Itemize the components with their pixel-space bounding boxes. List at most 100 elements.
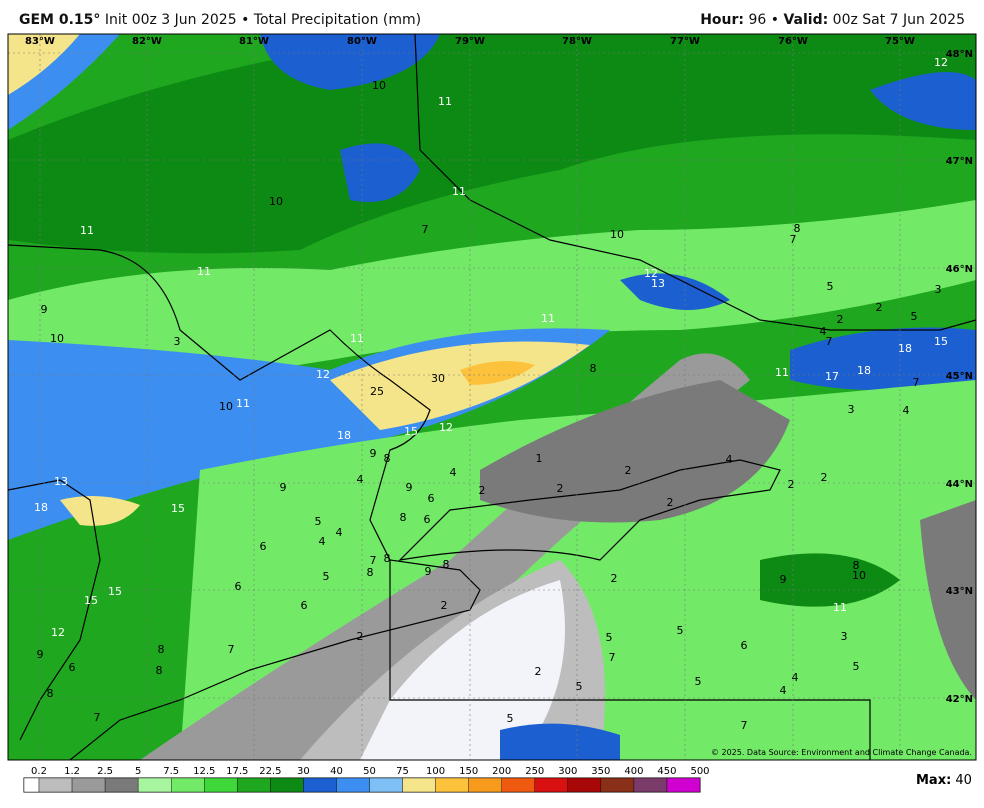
- contour-label: 9: [37, 648, 44, 661]
- hour-label: Hour:: [700, 12, 745, 28]
- contour-label: 2: [837, 313, 844, 326]
- legend-swatch: [71, 777, 106, 793]
- contour-label: 5: [315, 515, 322, 528]
- lon-label: 81°W: [239, 36, 269, 47]
- lat-label: 47°N: [946, 156, 973, 167]
- contour-label: 11: [80, 224, 94, 237]
- contour-label: 3: [848, 403, 855, 416]
- contour-label: 18: [34, 501, 48, 514]
- max: Max: 40: [916, 773, 972, 788]
- valid: 00z Sat 7 Jun 2025: [832, 12, 965, 28]
- contour-label: 8: [590, 362, 597, 375]
- contour-label: 11: [438, 95, 452, 108]
- legend-swatch: [137, 777, 172, 793]
- contour-label: 6: [69, 661, 76, 674]
- legend-tick-label: 12.5: [193, 766, 215, 777]
- sep: •: [770, 12, 780, 28]
- contour-label: 11: [541, 312, 555, 325]
- contour-label: 15: [404, 425, 418, 438]
- contour-label: 8: [384, 452, 391, 465]
- contour-label: 2: [557, 482, 564, 495]
- contour-label: 5: [827, 280, 834, 293]
- contour-label: 2: [611, 572, 618, 585]
- legend-tick-label: 100: [426, 766, 445, 777]
- contour-label: 4: [792, 671, 799, 684]
- contour-label: 5: [323, 570, 330, 583]
- contour-label: 30: [431, 372, 445, 385]
- lon-label: 82°W: [132, 36, 162, 47]
- legend-tick-label: 450: [657, 766, 676, 777]
- legend-tick-label: 400: [624, 766, 643, 777]
- lat-label: 48°N: [946, 49, 973, 60]
- contour-label: 2: [441, 599, 448, 612]
- legend-swatch: [23, 777, 40, 793]
- contour-label: 15: [934, 335, 948, 348]
- legend-tick-label: 5: [135, 766, 141, 777]
- contour-label: 12: [51, 626, 65, 639]
- contour-label: 2: [479, 484, 486, 497]
- contour-label: 17: [825, 370, 839, 383]
- contour-label: 6: [260, 540, 267, 553]
- legend-swatch: [501, 777, 535, 793]
- legend-swatch: [38, 777, 73, 793]
- contour-label: 2: [876, 301, 883, 314]
- contour-label: 11: [350, 332, 364, 345]
- contour-label: 4: [820, 325, 827, 338]
- contour-label: 11: [452, 185, 466, 198]
- lat-label: 46°N: [946, 264, 973, 275]
- contour-label: 4: [780, 684, 787, 697]
- lon-label: 76°W: [778, 36, 808, 47]
- contour-label: 2: [535, 665, 542, 678]
- legend-tick-label: 40: [330, 766, 343, 777]
- contour-label: 10: [50, 332, 64, 345]
- contour-label: 4: [903, 404, 910, 417]
- contour-label: 2: [821, 471, 828, 484]
- contour-label: 15: [171, 502, 185, 515]
- contour-label: 7: [609, 651, 616, 664]
- contour-label: 6: [741, 639, 748, 652]
- contour-label: 7: [741, 719, 748, 732]
- contour-label: 4: [357, 473, 364, 486]
- init: Init 00z 3 Jun 2025: [104, 12, 237, 28]
- boundaries: [8, 34, 976, 760]
- contour-label: 4: [336, 526, 343, 539]
- hour: 96: [748, 12, 767, 28]
- legend-tick-label: 200: [492, 766, 511, 777]
- legend-swatch: [402, 777, 436, 793]
- contour-label: 7: [228, 643, 235, 656]
- valid-info: Hour: 96 • Valid: 00z Sat 7 Jun 2025: [700, 12, 965, 28]
- contour-label: 5: [507, 712, 514, 725]
- contour-label: 11: [775, 366, 789, 379]
- contour-label: 8: [443, 558, 450, 571]
- contour-label: 6: [301, 599, 308, 612]
- contour-label: 8: [400, 511, 407, 524]
- lon-label: 80°W: [347, 36, 377, 47]
- contour-label: 18: [857, 364, 871, 377]
- contour-label: 7: [790, 233, 797, 246]
- lon-label: 79°W: [455, 36, 485, 47]
- legend-swatch: [600, 777, 635, 793]
- contour-label: 10: [610, 228, 624, 241]
- contour-label: 2: [788, 478, 795, 491]
- contour-label: 13: [651, 277, 665, 290]
- contour-label: 4: [319, 535, 326, 548]
- title: GEM 0.15° Init 00z 3 Jun 2025 • Total Pr…: [19, 12, 421, 28]
- contour-label: 9: [370, 447, 377, 460]
- contour-label: 5: [695, 675, 702, 688]
- contour-label: 8: [384, 552, 391, 565]
- legend-swatch: [303, 777, 337, 793]
- legend-tick-label: 150: [459, 766, 478, 777]
- contour-label: 9: [425, 565, 432, 578]
- contour-label: 9: [41, 303, 48, 316]
- max-label: Max: [916, 773, 947, 788]
- lat-label: 42°N: [946, 694, 973, 705]
- contour-label: 8: [367, 566, 374, 579]
- legend-tick-label: 75: [396, 766, 409, 777]
- max-sep: :: [946, 773, 951, 788]
- contour-label: 10: [269, 195, 283, 208]
- lon-label: 77°W: [670, 36, 700, 47]
- contour-label: 6: [424, 513, 431, 526]
- contour-label: 12: [644, 267, 658, 280]
- legend-swatch: [237, 777, 271, 793]
